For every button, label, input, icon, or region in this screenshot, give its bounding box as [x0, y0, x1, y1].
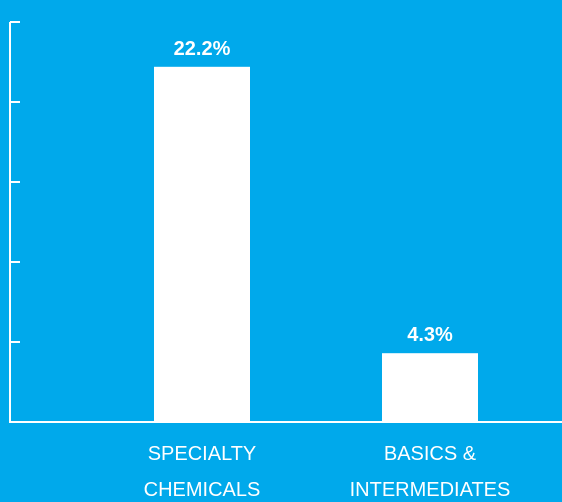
category-label-1-line-0: BASICS & [384, 443, 477, 465]
bars-group [154, 66, 478, 423]
data-label-1: 4.3% [407, 324, 453, 346]
category-label-0-line-1: CHEMICALS [144, 479, 261, 501]
category-label-0-line-0: SPECIALTY [148, 443, 257, 465]
bar-1 [382, 353, 478, 422]
bar-0 [154, 66, 250, 423]
category-label-1-line-1: INTERMEDIATES [350, 479, 511, 501]
labels-group: 22.2% SPECIALTY CHEMICALS 4.3% BASICS & INTER… [144, 38, 511, 501]
data-label-0: 22.2% [174, 38, 231, 60]
